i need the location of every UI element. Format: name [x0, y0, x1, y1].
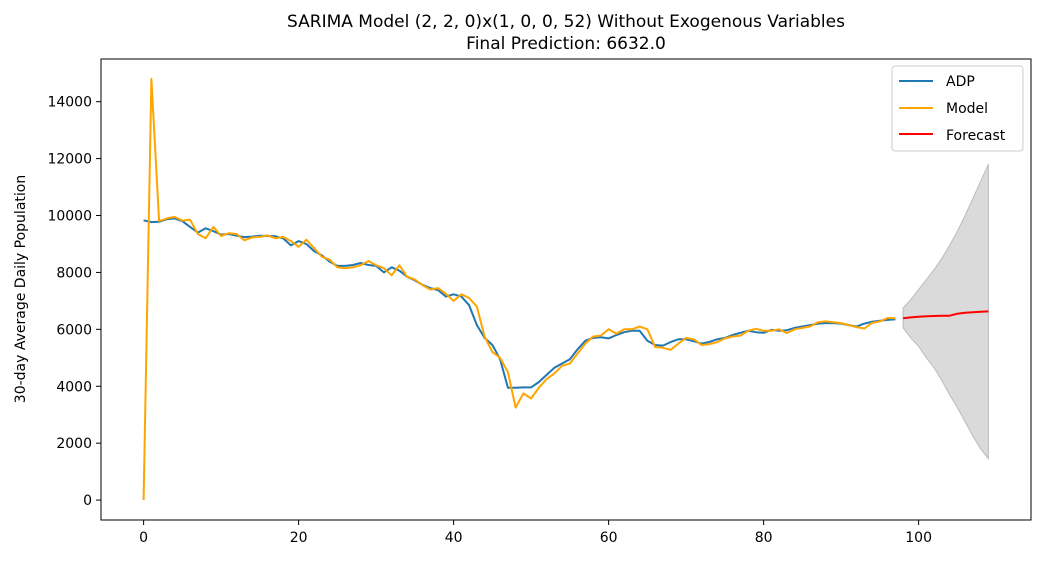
x-tick-label: 60 [600, 530, 618, 546]
confidence-band [902, 164, 989, 461]
y-tick-label: 12000 [47, 152, 92, 168]
chart-title: SARIMA Model (2, 2, 0)x(1, 0, 0, 52) Wit… [287, 12, 845, 32]
confidence-band-layer [902, 164, 989, 461]
legend-label-forecast: Forecast [946, 128, 1006, 144]
plot-frame [100, 58, 1032, 521]
y-axis-label: 30-day Average Daily Population [13, 175, 29, 403]
x-tick-label: 20 [290, 530, 308, 546]
y-tick-label: 2000 [56, 436, 92, 452]
legend: ADP Model Forecast [891, 65, 1024, 152]
legend-label-adp: ADP [946, 74, 975, 90]
y-tick-label: 4000 [56, 379, 92, 395]
legend-box [891, 65, 1024, 152]
x-tick-label: 100 [905, 530, 932, 546]
y-tick-label: 0 [83, 493, 92, 509]
x-tick-label: 0 [139, 530, 148, 546]
series-layer [142, 77, 989, 501]
axes-layer: 0 20 40 60 80 100 0 2000 4000 6000 8000 10000 12000 1… [47, 58, 1032, 546]
y-tick-label: 14000 [47, 95, 92, 111]
x-tick-label: 80 [755, 530, 773, 546]
model-series-line [142, 77, 896, 501]
forecast-series-line [902, 310, 989, 320]
chart-subtitle: Final Prediction: 6632.0 [466, 34, 666, 54]
legend-label-model: Model [946, 101, 988, 117]
y-tick-label: 8000 [56, 265, 92, 281]
y-tick-label: 10000 [47, 209, 92, 225]
x-tick-label: 40 [445, 530, 463, 546]
y-tick-label: 6000 [56, 322, 92, 338]
